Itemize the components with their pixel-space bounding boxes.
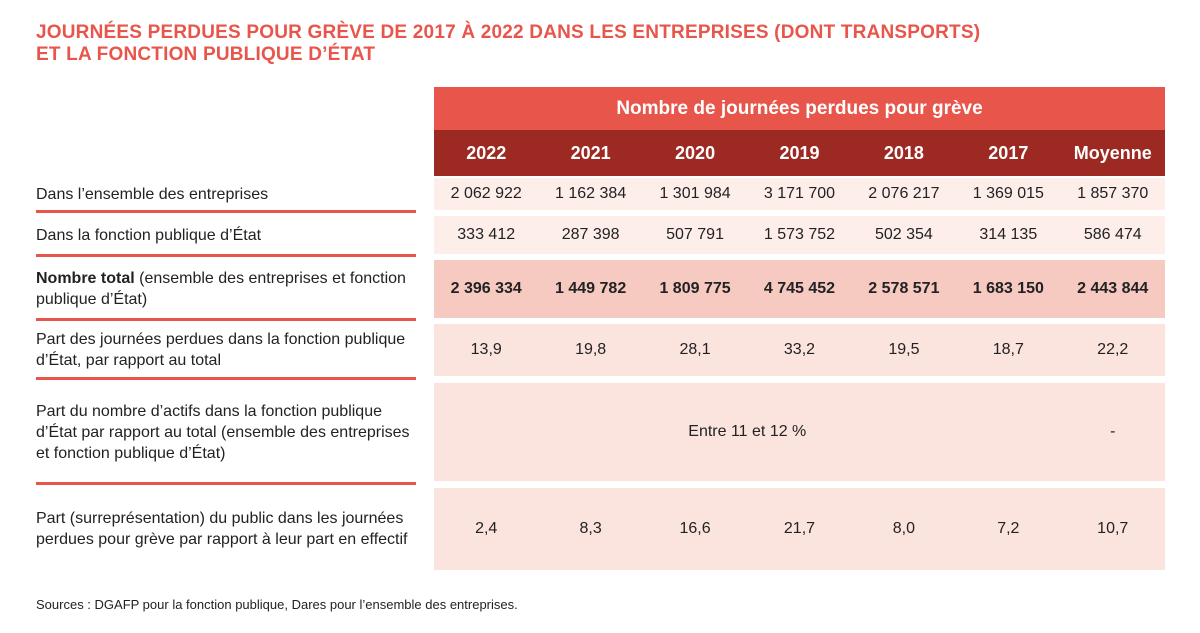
row-divider — [36, 210, 416, 213]
merged-cell-value: Entre 11 et 12 % — [688, 423, 807, 440]
cell-value: 1 809 775 — [659, 280, 731, 297]
row-divider — [36, 254, 416, 257]
cell-value: 8,3 — [579, 520, 602, 537]
cell-value: 1 162 384 — [555, 185, 627, 202]
row-cells: 2 396 334 1 449 782 1 809 775 4 745 452 … — [434, 260, 1165, 318]
cell-value: 586 474 — [1083, 226, 1142, 243]
row-cells: 333 412 287 398 507 791 1 573 752 502 35… — [434, 216, 1165, 254]
cell-value: 4 745 452 — [763, 280, 836, 297]
cell-value: 10,7 — [1097, 520, 1129, 537]
cell-value: 333 412 — [457, 226, 516, 243]
row-divider — [36, 482, 416, 485]
row-label-rest: (ensemble des entreprises et fonction pu… — [36, 270, 406, 308]
table-header-band: Nombre de journées perdues pour grève — [434, 87, 1165, 130]
cell-value: 507 791 — [666, 226, 724, 243]
row-label: Dans l’ensemble des entreprises — [36, 185, 269, 203]
row-label: Part (surreprésentation) du public dans … — [36, 510, 408, 548]
cell-value: 2 076 217 — [868, 185, 940, 202]
column-header-2021: 2021 — [570, 142, 611, 163]
cell-value: 3 171 700 — [763, 185, 836, 202]
column-header-moyenne: Moyenne — [1073, 142, 1152, 163]
page-title: JOURNÉES PERDUES POUR GRÈVE DE 2017 À 20… — [36, 22, 1156, 66]
title-line-1: JOURNÉES PERDUES POUR GRÈVE DE 2017 À 20… — [36, 22, 981, 43]
cell-value: 2,4 — [475, 520, 498, 537]
cell-value: 16,6 — [679, 520, 711, 537]
column-header-2018: 2018 — [883, 142, 924, 163]
row-cells: 2,4 8,3 16,6 21,7 8,0 7,2 10,7 — [434, 488, 1165, 570]
cell-value: 2 396 334 — [450, 280, 522, 297]
table-header-label: Nombre de journées perdues pour grève — [616, 97, 983, 119]
table-row-surrepresentation: Part (surreprésentation) du public dans … — [36, 488, 1165, 570]
column-header-2019: 2019 — [779, 142, 820, 163]
cell-value: 1 449 782 — [555, 280, 627, 297]
cell-value: 18,7 — [992, 341, 1024, 358]
column-header-row: 2022 2021 2020 2019 2018 2017 Moyenne — [434, 130, 1165, 176]
table-row-fonction-publique: Dans la fonction publique d’État 333 412… — [36, 216, 1165, 254]
title-line-2: ET LA FONCTION PUBLIQUE D’ÉTAT — [36, 44, 376, 65]
cell-value: 28,1 — [679, 341, 711, 358]
cell-value: 7,2 — [997, 520, 1020, 537]
cell-value: 19,8 — [575, 341, 607, 358]
cell-value: 21,7 — [783, 520, 816, 537]
row-label-bold: Nombre total — [36, 270, 135, 287]
table-row-part-actifs: Part du nombre d’actifs dans la fonction… — [36, 383, 1165, 481]
cell-value: 22,2 — [1097, 341, 1129, 358]
cell-value: 1 573 752 — [763, 226, 836, 243]
sources-note: Sources : DGAFP pour la fonction publiqu… — [36, 597, 518, 612]
row-cells: 13,9 19,8 28,1 33,2 19,5 18,7 22,2 — [434, 324, 1165, 376]
cell-value: 8,0 — [892, 520, 916, 537]
cell-value: 502 354 — [874, 226, 933, 243]
cell-value: 287 398 — [561, 226, 620, 243]
table-row-part-journees: Part des journées perdues dans la foncti… — [36, 324, 1165, 376]
column-header-2017: 2017 — [988, 142, 1029, 163]
cell-value: 19,5 — [888, 341, 920, 358]
cell-value: 314 135 — [979, 226, 1038, 243]
row-label: Nombre total (ensemble des entreprises e… — [36, 260, 416, 318]
cell-value: 1 369 015 — [972, 185, 1044, 202]
cell-value: 2 443 844 — [1077, 280, 1149, 297]
cell-value: 2 062 922 — [450, 185, 522, 202]
cell-value: 1 857 370 — [1077, 185, 1149, 202]
cell-value: 13,9 — [470, 341, 502, 358]
cell-value: 1 301 984 — [659, 185, 731, 202]
row-cells: 2 062 922 1 162 384 1 301 984 3 171 700 … — [434, 178, 1165, 210]
row-label: Part du nombre d’actifs dans la fonction… — [36, 402, 410, 462]
column-header-2020: 2020 — [675, 142, 716, 163]
row-cells: Entre 11 et 12 % - — [434, 383, 1165, 481]
cell-value: 1 683 150 — [972, 280, 1044, 297]
cell-value: 2 578 571 — [868, 280, 940, 297]
cell-value: 33,2 — [783, 341, 816, 358]
cell-value-average: - — [1110, 423, 1116, 440]
row-label: Part des journées perdues dans la foncti… — [36, 331, 406, 369]
table-row-total: Nombre total (ensemble des entreprises e… — [36, 260, 1165, 318]
column-header-2022: 2022 — [466, 142, 507, 163]
table-row-entreprises: Dans l’ensemble des entreprises 2 062 92… — [36, 178, 1165, 210]
row-divider — [36, 377, 416, 380]
row-label: Dans la fonction publique d’État — [36, 226, 262, 244]
row-divider — [36, 318, 416, 321]
